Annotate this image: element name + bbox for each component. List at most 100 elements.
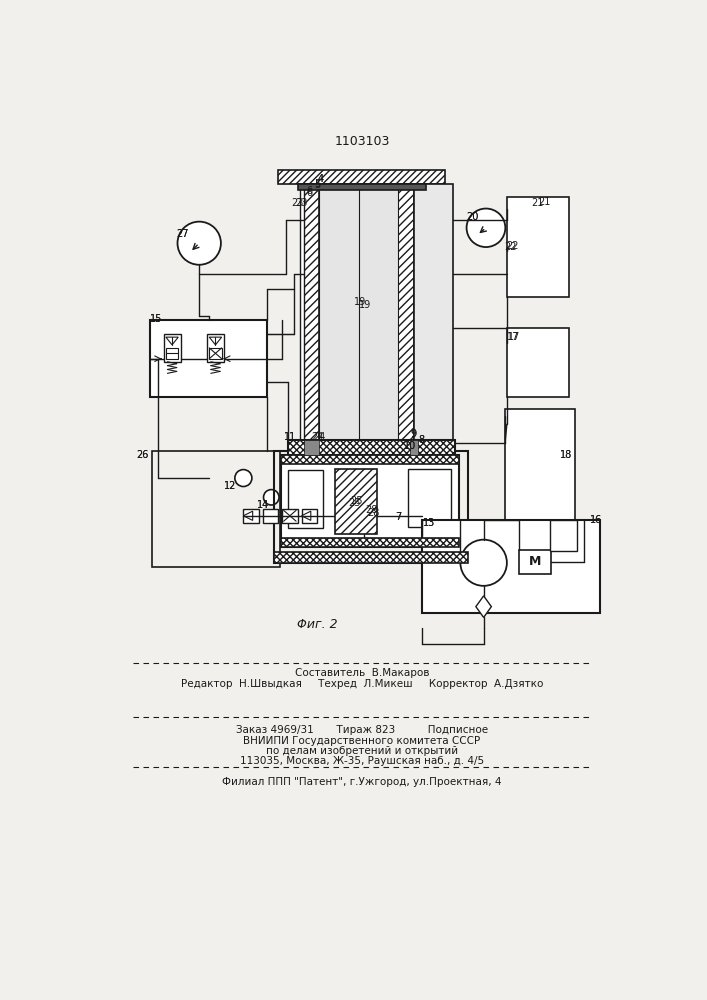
Text: 20: 20 [466,212,478,222]
Bar [300,184,304,440]
Bar [152,451,280,567]
Text: 7: 7 [395,512,402,522]
Circle shape [235,470,252,487]
Text: 4: 4 [318,174,324,184]
Text: 5: 5 [314,179,320,189]
Bar [151,320,267,397]
Bar [298,184,421,189]
Bar [301,509,317,523]
Text: 15: 15 [150,314,162,324]
Bar [282,509,298,523]
Text: 5: 5 [314,180,320,190]
Text: 14: 14 [257,500,269,510]
Text: 113035, Москва, Ж-35, Раушская наб., д. 4/5: 113035, Москва, Ж-35, Раушская наб., д. … [240,756,484,766]
Text: 13: 13 [423,518,436,528]
Bar [281,455,459,464]
Bar [524,246,533,251]
Bar [409,469,451,527]
Text: 15: 15 [150,314,162,324]
Bar [274,451,468,563]
Bar [243,509,259,523]
Text: 25: 25 [350,496,363,506]
Bar [274,552,468,563]
Text: 4: 4 [318,174,324,184]
Bar [507,197,569,297]
Text: 23: 23 [296,198,308,208]
Bar [421,520,600,613]
Bar [304,184,320,440]
Text: 20: 20 [466,212,478,222]
Bar [207,334,224,362]
Text: 28: 28 [368,508,380,518]
Text: 27: 27 [177,229,189,239]
Text: 19: 19 [359,300,371,310]
Text: 8: 8 [419,435,425,445]
Bar [209,348,222,359]
Text: Составитель  В.Макаров: Составитель В.Макаров [295,668,429,678]
Bar [288,470,323,528]
Text: 6: 6 [306,186,312,196]
Text: 26: 26 [136,450,148,460]
Text: 9: 9 [411,429,417,439]
Text: 6: 6 [306,188,312,198]
Bar [529,199,537,204]
Text: 26: 26 [136,450,148,460]
Bar [281,538,459,547]
Bar [518,550,551,574]
Polygon shape [166,337,178,345]
Text: 16: 16 [590,515,602,525]
Bar [506,409,575,520]
Text: 10: 10 [404,441,416,451]
Bar [320,184,398,440]
Text: 1103103: 1103103 [334,135,390,148]
Bar [335,469,378,534]
Circle shape [460,540,507,586]
Text: M: M [529,555,541,568]
Circle shape [264,490,279,505]
Text: 23: 23 [291,198,304,208]
Text: 13: 13 [423,518,436,528]
Text: Φиг. 2: Φиг. 2 [297,618,337,631]
Bar [410,440,418,455]
Bar [398,184,414,440]
Text: 25: 25 [349,498,361,508]
Bar [515,424,549,486]
Bar [298,184,426,190]
Text: 7: 7 [395,512,402,522]
Text: 21: 21 [538,197,550,207]
Text: Филиал ППП "Патент", г.Ужгород, ул.Проектная, 4: Филиал ППП "Патент", г.Ужгород, ул.Проек… [222,777,502,787]
Text: 11: 11 [284,432,296,442]
Text: по делам изобретений и открытий: по делам изобретений и открытий [266,746,458,756]
Bar [281,455,459,547]
Text: 24: 24 [311,432,323,442]
Bar [163,334,180,362]
Text: 8: 8 [419,435,425,445]
Text: ВНИИПИ Государственного комитета СССР: ВНИИПИ Государственного комитета СССР [243,736,481,746]
Text: 17: 17 [507,332,519,342]
Bar [549,520,577,551]
Text: 9: 9 [411,429,417,439]
Polygon shape [209,337,222,345]
Text: 19: 19 [354,297,366,307]
Text: 18: 18 [561,450,573,460]
Polygon shape [476,596,491,617]
Bar [507,328,569,397]
Text: 17: 17 [508,332,521,342]
Text: 24: 24 [313,432,325,442]
Text: 21: 21 [532,198,544,208]
Text: Заказ 4969/31       Тираж 823          Подписное: Заказ 4969/31 Тираж 823 Подписное [236,725,488,735]
Bar [414,184,428,440]
Text: 12: 12 [224,481,236,491]
Circle shape [467,209,506,247]
Bar [526,339,535,345]
Text: 18: 18 [561,450,573,460]
Bar [524,343,539,374]
Bar [304,440,320,455]
Bar [279,170,445,184]
Bar [414,184,452,440]
Bar [263,509,279,523]
Circle shape [177,222,221,265]
Text: 22: 22 [505,242,517,252]
Text: Редактор  Н.Швыдкая     Техред  Л.Микеш     Корректор  А.Дзятко: Редактор Н.Швыдкая Техред Л.Микеш Коррек… [181,679,543,689]
Text: 27: 27 [177,229,189,239]
